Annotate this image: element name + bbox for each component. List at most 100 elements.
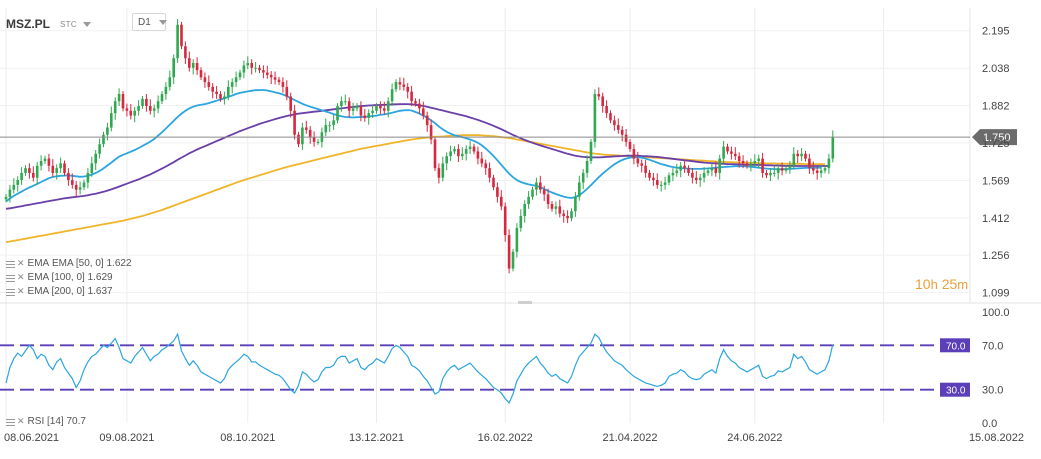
candle-body[interactable]	[355, 106, 359, 109]
candle-body[interactable]	[636, 158, 640, 164]
candle-body[interactable]	[301, 127, 304, 145]
candle-body[interactable]	[453, 149, 456, 152]
candle-body[interactable]	[737, 156, 741, 161]
candle-body[interactable]	[628, 141, 632, 150]
candle-body[interactable]	[605, 106, 608, 114]
candle-body[interactable]	[246, 62, 250, 66]
candle-body[interactable]	[351, 108, 355, 111]
candle-body[interactable]	[258, 67, 261, 71]
candle-body[interactable]	[652, 177, 655, 181]
candle-body[interactable]	[386, 101, 390, 111]
candle-body[interactable]	[141, 98, 144, 106]
candle-body[interactable]	[648, 172, 651, 178]
candle-body[interactable]	[199, 70, 203, 78]
candle-body[interactable]	[164, 86, 168, 95]
candle-body[interactable]	[289, 96, 292, 111]
candle-body[interactable]	[812, 168, 815, 171]
candle-body[interactable]	[133, 110, 136, 116]
candle-body[interactable]	[773, 172, 776, 174]
candle-body[interactable]	[706, 170, 710, 173]
candle-body[interactable]	[74, 184, 78, 190]
candle-body[interactable]	[698, 177, 702, 181]
candle-body[interactable]	[511, 251, 515, 269]
candle-body[interactable]	[796, 153, 799, 157]
candle-body[interactable]	[78, 187, 82, 190]
candle-body[interactable]	[308, 129, 312, 138]
candle-body[interactable]	[390, 89, 394, 102]
candle-body[interactable]	[687, 168, 690, 173]
candle-body[interactable]	[714, 168, 718, 173]
candle-body[interactable]	[215, 91, 218, 95]
candle-body[interactable]	[515, 227, 519, 252]
candle-body[interactable]	[82, 182, 86, 188]
candle-body[interactable]	[640, 163, 643, 166]
settings-lines-icon[interactable]	[6, 288, 15, 296]
candle-body[interactable]	[188, 58, 191, 68]
candle-body[interactable]	[695, 177, 698, 181]
candle-body[interactable]	[312, 137, 316, 142]
candle-body[interactable]	[831, 137, 835, 159]
candle-body[interactable]	[617, 125, 620, 130]
candle-body[interactable]	[776, 168, 780, 173]
candle-body[interactable]	[659, 184, 663, 186]
candle-body[interactable]	[804, 153, 807, 159]
candle-body[interactable]	[207, 82, 211, 87]
candle-body[interactable]	[550, 204, 554, 209]
candle-body[interactable]	[496, 187, 499, 197]
candle-body[interactable]	[418, 103, 421, 109]
candle-body[interactable]	[566, 215, 569, 219]
candle-body[interactable]	[597, 94, 601, 97]
candle-body[interactable]	[242, 65, 246, 73]
candle-body[interactable]	[523, 204, 526, 216]
candle-body[interactable]	[250, 62, 253, 68]
legend-ema100[interactable]: ✕ EMA [100, 0] 1.629	[6, 271, 113, 284]
candle-body[interactable]	[769, 172, 772, 176]
candle-body[interactable]	[269, 74, 273, 78]
candle-body[interactable]	[601, 96, 604, 106]
candle-body[interactable]	[620, 129, 624, 135]
candle-body[interactable]	[461, 153, 464, 157]
candle-body[interactable]	[589, 141, 593, 161]
candle-body[interactable]	[500, 196, 503, 207]
close-icon[interactable]: ✕	[17, 272, 25, 282]
candle-body[interactable]	[383, 108, 386, 111]
candle-body[interactable]	[535, 182, 538, 190]
candle-body[interactable]	[191, 62, 195, 68]
candle-body[interactable]	[24, 168, 27, 173]
candle-body[interactable]	[823, 168, 827, 171]
candle-body[interactable]	[117, 94, 121, 102]
candle-body[interactable]	[195, 62, 199, 71]
candle-body[interactable]	[765, 172, 768, 176]
candle-body[interactable]	[379, 106, 382, 109]
candle-body[interactable]	[429, 125, 433, 140]
candle-body[interactable]	[125, 108, 129, 111]
candle-body[interactable]	[394, 82, 398, 90]
candle-body[interactable]	[484, 163, 487, 169]
candle-body[interactable]	[43, 158, 47, 161]
candle-body[interactable]	[168, 77, 172, 87]
candle-body[interactable]	[402, 84, 406, 87]
candle-body[interactable]	[160, 94, 164, 102]
candle-body[interactable]	[51, 165, 55, 173]
candle-body[interactable]	[137, 106, 140, 111]
candle-body[interactable]	[238, 72, 242, 78]
candle-body[interactable]	[730, 151, 733, 154]
settings-lines-icon[interactable]	[6, 418, 15, 426]
candle-body[interactable]	[129, 110, 133, 116]
candle-body[interactable]	[722, 146, 725, 159]
candle-body[interactable]	[691, 172, 694, 178]
candle-body[interactable]	[503, 206, 507, 236]
candle-body[interactable]	[180, 24, 183, 47]
candle-body[interactable]	[788, 165, 792, 169]
candle-body[interactable]	[266, 72, 269, 75]
candle-body[interactable]	[663, 182, 667, 185]
candle-body[interactable]	[574, 196, 577, 212]
candle-body[interactable]	[464, 149, 468, 154]
candle-body[interactable]	[32, 172, 35, 178]
candle-body[interactable]	[121, 94, 125, 109]
candle-body[interactable]	[98, 144, 101, 154]
candle-body[interactable]	[375, 106, 378, 111]
candle-body[interactable]	[613, 120, 616, 126]
candle-body[interactable]	[59, 163, 62, 169]
